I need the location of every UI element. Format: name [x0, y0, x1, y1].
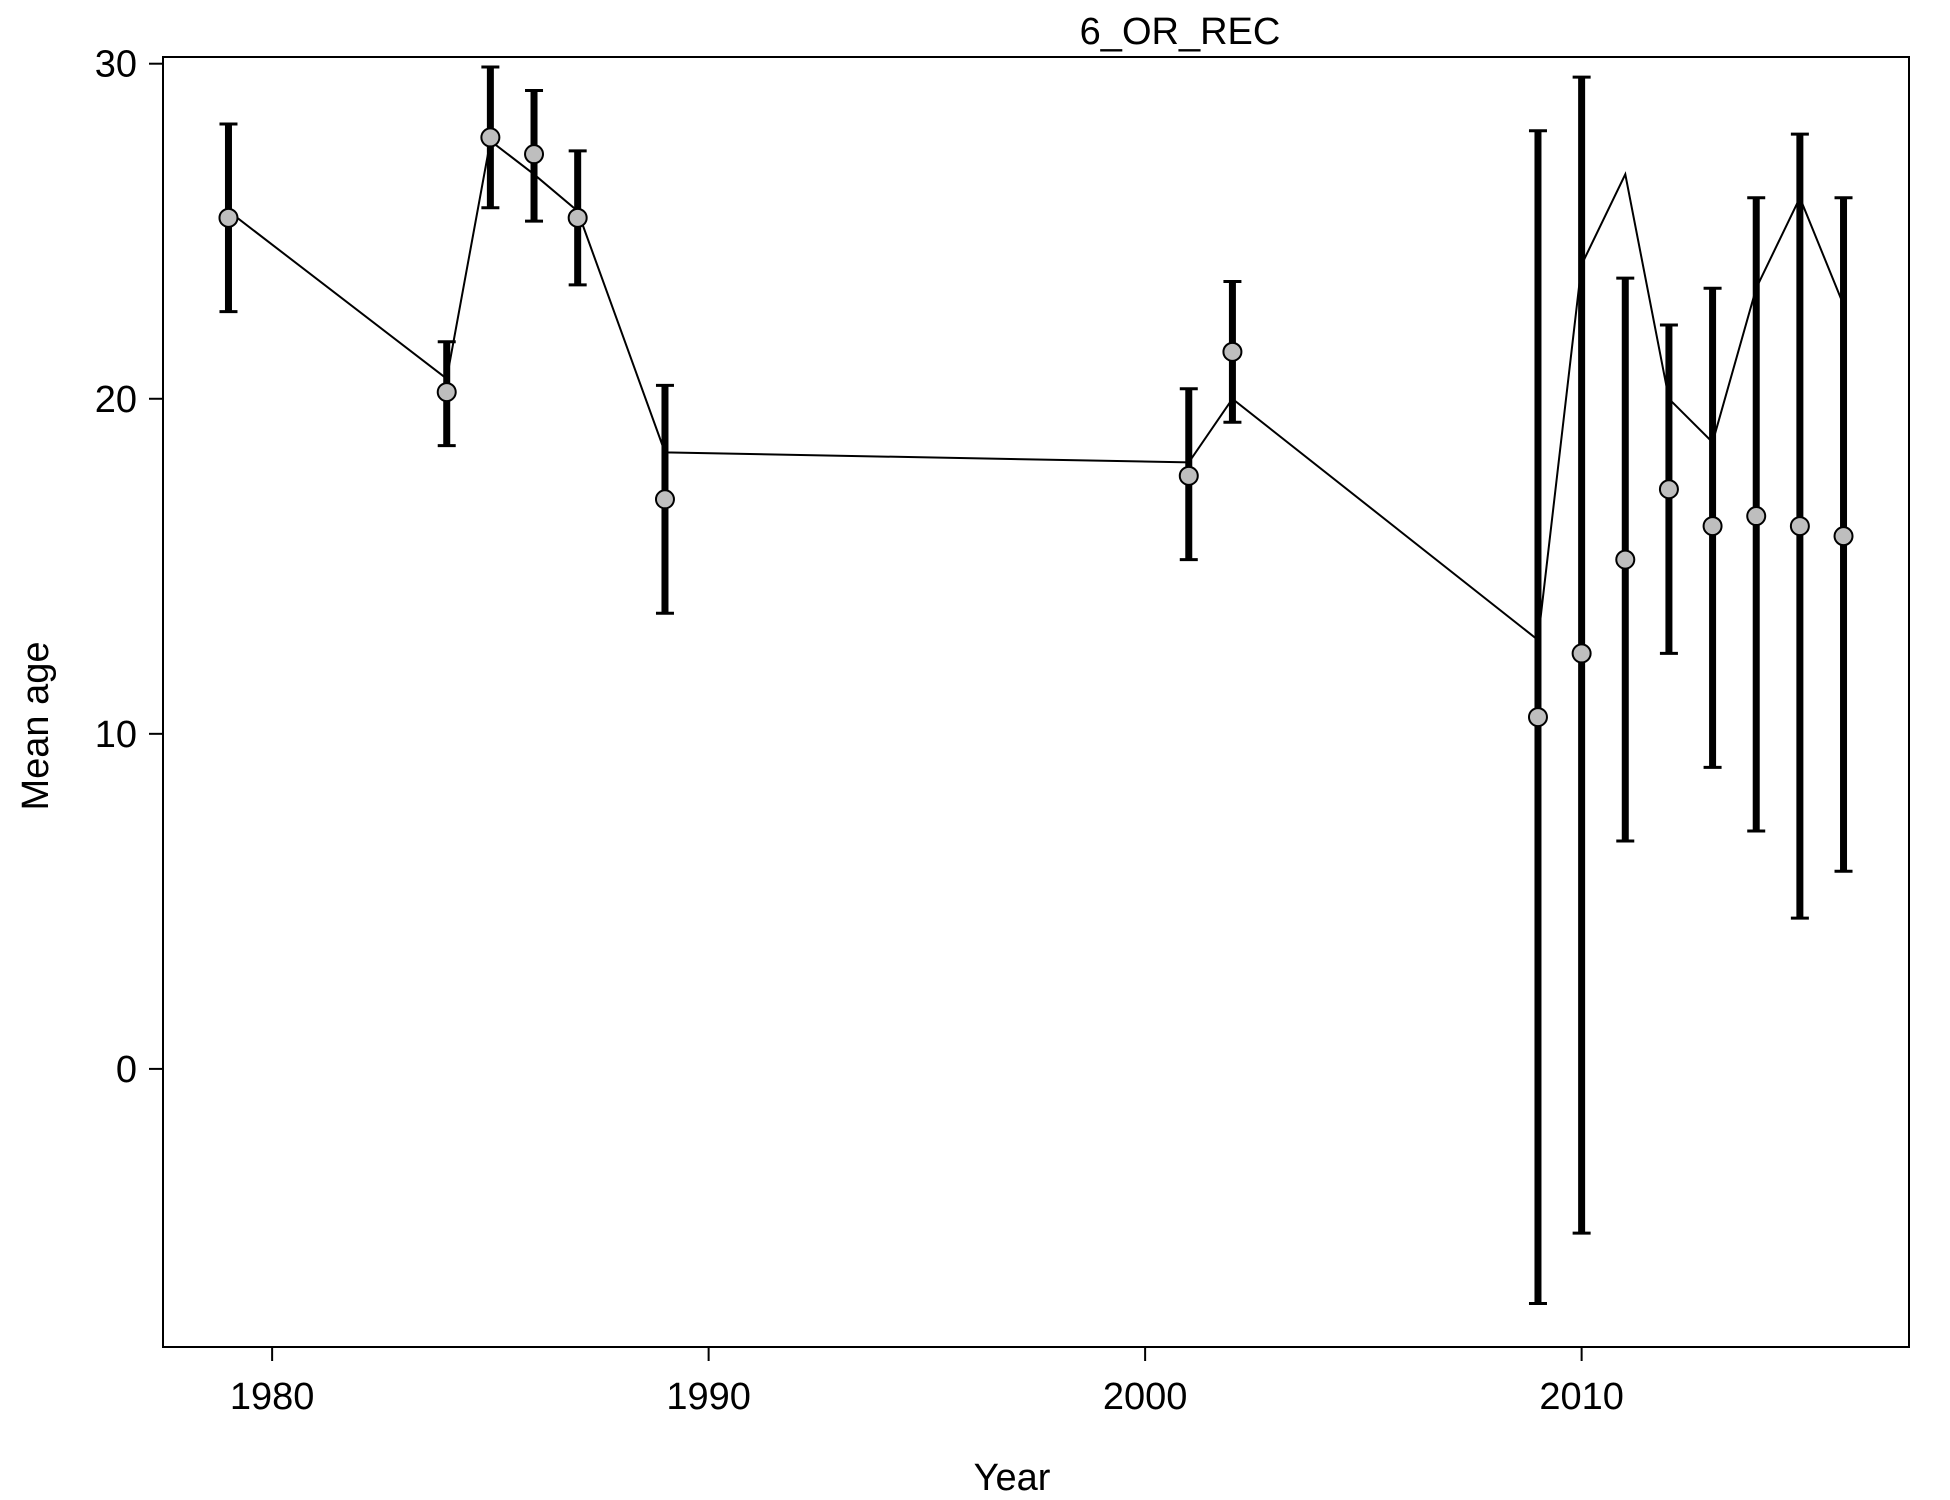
- data-point: [1222, 341, 1243, 362]
- x-tick-label: 1980: [230, 1376, 315, 1418]
- y-tick-label: 10: [95, 714, 137, 756]
- data-point: [1178, 465, 1199, 486]
- data-point: [567, 207, 588, 228]
- x-axis: 1980 1990 2000 2010: [230, 1347, 1624, 1418]
- observed-points: [218, 127, 1854, 728]
- y-axis-title: Mean age: [15, 641, 57, 810]
- data-point: [1746, 506, 1767, 527]
- x-tick-label: 2000: [1103, 1376, 1188, 1418]
- data-point: [480, 127, 501, 148]
- expected-series: [227, 139, 1845, 642]
- x-axis-title: Year: [974, 1457, 1051, 1499]
- plot-frame: [162, 56, 1910, 1348]
- data-point: [1658, 479, 1679, 500]
- x-tick-label: 1990: [666, 1376, 751, 1418]
- y-tick-label: 20: [95, 379, 137, 421]
- data-point: [1527, 707, 1548, 728]
- data-point: [1789, 516, 1810, 537]
- data-point: [1571, 643, 1592, 664]
- y-tick-label: 30: [95, 44, 137, 86]
- x-tick-label: 2010: [1539, 1376, 1624, 1418]
- data-point: [1833, 526, 1854, 547]
- error-bars: [219, 65, 1853, 1305]
- y-axis: 0 10 20 30: [95, 44, 163, 1091]
- data-point: [524, 144, 545, 165]
- data-point: [436, 382, 457, 403]
- chart-title: 6_OR_REC: [1080, 11, 1281, 53]
- y-tick-label: 0: [116, 1049, 137, 1091]
- data-point: [654, 489, 675, 510]
- data-point: [1615, 549, 1636, 570]
- data-point: [218, 207, 239, 228]
- data-point: [1702, 516, 1723, 537]
- expected-line: [227, 139, 1845, 642]
